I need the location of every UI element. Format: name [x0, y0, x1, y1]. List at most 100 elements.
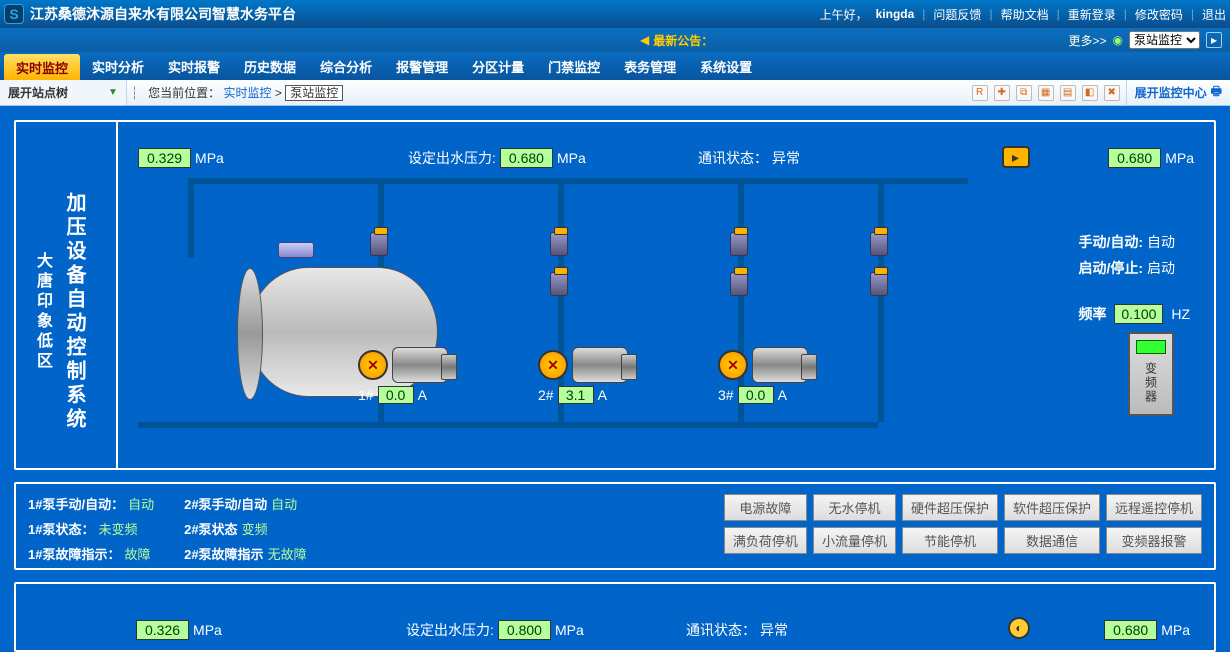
btn-nowater-stop[interactable]: 无水停机 — [813, 494, 896, 521]
p2-mode-v: 自动 — [267, 494, 297, 513]
flow-meter-icon — [1002, 146, 1030, 168]
run-label: 启动/停止: — [1079, 260, 1144, 276]
btn-hw-overpressure[interactable]: 硬件超压保护 — [902, 494, 998, 521]
valve-2-top — [550, 232, 568, 256]
lower-set-out-value: 0.800 — [498, 620, 551, 640]
link-help[interactable]: 帮助文档 — [1001, 6, 1049, 23]
pump-2-unit: A — [598, 387, 607, 403]
btn-energy-stop[interactable]: 节能停机 — [902, 527, 998, 554]
tool-icon-6[interactable]: ◧ — [1082, 85, 1098, 101]
p1-state-v: 未变频 — [94, 519, 137, 538]
pressure-out-value: 0.680 — [1108, 148, 1161, 168]
p1-fault-lbl: 1#泵故障指示： — [28, 544, 120, 563]
menu-history[interactable]: 历史数据 — [232, 52, 308, 80]
expand-tree-button[interactable]: 展开站点树 ▼ — [0, 80, 127, 105]
lower-set-out-unit: MPa — [555, 622, 584, 638]
mode-label: 手动/自动: — [1079, 234, 1144, 250]
breadcrumb-sep: > — [275, 86, 282, 100]
pump-3-impeller-icon — [718, 350, 748, 380]
pump-1-readout: 1# 0.0 A — [358, 386, 427, 404]
p1-mode-lbl: 1#泵手动/自动： — [28, 494, 124, 513]
menu-realtime-monitor[interactable]: 实时监控 — [4, 54, 80, 80]
p1-mode-v: 自动 — [124, 494, 154, 513]
nav-dot-icon: ◉ — [1112, 33, 1122, 47]
lower-pressure-out-readout: 0.680 MPa — [1104, 620, 1190, 640]
vfd-screen-icon — [1136, 340, 1166, 354]
menu-system[interactable]: 系统设置 — [688, 52, 764, 80]
pump-2-motor-icon — [572, 347, 628, 383]
tool-icon-4[interactable]: ▦ — [1038, 85, 1054, 101]
link-changepw[interactable]: 修改密码 — [1135, 6, 1183, 23]
pressure-in-value: 0.329 — [138, 148, 191, 168]
menu-realtime-analysis[interactable]: 实时分析 — [80, 52, 156, 80]
view-select[interactable]: 泵站监控 — [1129, 31, 1200, 49]
btn-sw-overpressure[interactable]: 软件超压保护 — [1004, 494, 1100, 521]
btn-remote-stop[interactable]: 远程遥控停机 — [1106, 494, 1202, 521]
tool-icon-3[interactable]: ⧉ — [1016, 85, 1032, 101]
go-button[interactable]: ▸ — [1206, 32, 1222, 48]
lower-panel: 0.326 MPa 设定出水压力: 0.800 MPa 通讯状态： 异常 0.6… — [14, 582, 1216, 652]
valve-out-bot — [870, 272, 888, 296]
menu-meter-mgmt[interactable]: 表务管理 — [612, 52, 688, 80]
set-out-unit: MPa — [557, 150, 586, 166]
link-relogin[interactable]: 重新登录 — [1068, 6, 1116, 23]
freq-label: 频率 — [1079, 306, 1107, 322]
link-feedback[interactable]: 问题反馈 — [933, 6, 981, 23]
p1-state-lbl: 1#泵状态： — [28, 519, 94, 538]
set-out-value: 0.680 — [500, 148, 553, 168]
pump-2-id: 2# — [538, 387, 554, 403]
logo-icon: S — [4, 4, 24, 24]
btn-data-comm[interactable]: 数据通信 — [1004, 527, 1100, 554]
menu-analysis[interactable]: 综合分析 — [308, 52, 384, 80]
tool-icon-1[interactable]: R — [972, 85, 988, 101]
p1-fault-v: 故障 — [120, 544, 150, 563]
p2-state-lbl: 2#泵状态 — [184, 519, 237, 538]
tool-icon-7[interactable]: ✖ — [1104, 85, 1120, 101]
btn-lowflow-stop[interactable]: 小流量停机 — [813, 527, 896, 554]
expand-monitor-label: 展开监控中心 — [1135, 84, 1207, 101]
lower-comm-label: 通讯状态： — [686, 620, 756, 640]
tool-icon-5[interactable]: ▤ — [1060, 85, 1076, 101]
tool-icon-2[interactable]: ✚ — [994, 85, 1010, 101]
menu-access[interactable]: 门禁监控 — [536, 52, 612, 80]
status-buttons: 电源故障 无水停机 硬件超压保护 软件超压保护 远程遥控停机 满负荷停机 小流量… — [724, 494, 1202, 558]
pump-3-readout: 3# 0.0 A — [718, 386, 787, 404]
valve-3-bot — [730, 272, 748, 296]
menu-realtime-alarm[interactable]: 实时报警 — [156, 52, 232, 80]
pressure-out-readout: 0.680 MPa — [1108, 148, 1194, 168]
menu-alarm-mgmt[interactable]: 报警管理 — [384, 52, 460, 80]
app-title: 江苏桑德沐源自来水有限公司智慧水务平台 — [30, 4, 296, 24]
breadcrumb-1[interactable]: 实时监控 — [224, 86, 272, 100]
btn-fullload-stop[interactable]: 满负荷停机 — [724, 527, 807, 554]
pressure-in-readout: 0.329 MPa — [138, 148, 224, 168]
breadcrumb-current: 泵站监控 — [285, 85, 343, 101]
comm-status-readout: 通讯状态： 异常 — [698, 148, 800, 168]
set-out-label: 设定出水压力: — [408, 148, 496, 168]
status-panel: 1#泵手动/自动：自动 2#泵手动/自动自动 1#泵状态：未变频 2#泵状态变频… — [14, 482, 1216, 570]
comm-label: 通讯状态： — [698, 148, 768, 168]
pump-1-current: 0.0 — [378, 386, 414, 404]
link-logout[interactable]: 退出 — [1202, 6, 1226, 23]
right-controls: 手动/自动: 自动 启动/停止: 启动 频率 0.100 HZ — [1079, 232, 1191, 330]
breadcrumb: 您当前位置： 实时监控 > 泵站监控 — [142, 84, 343, 101]
lower-comm-value: 异常 — [760, 620, 788, 640]
pump-3: 3# 0.0 A — [718, 322, 838, 392]
topbar-right: 上午好， kingda | 问题反馈| 帮助文档| 重新登录| 修改密码| 退出 — [820, 6, 1226, 23]
scada-canvas: 加压设备自动控制系统 大唐印象低区 0.329 MPa 设定出水压力: 0.68… — [0, 106, 1230, 651]
lower-set-out-readout: 设定出水压力: 0.800 MPa — [406, 620, 584, 640]
pump-3-motor-icon — [752, 347, 808, 383]
lower-pressure-out-unit: MPa — [1161, 622, 1190, 638]
btn-power-fault[interactable]: 电源故障 — [724, 494, 807, 521]
main-menu: 实时监控 实时分析 实时报警 历史数据 综合分析 报警管理 分区计量 门禁监控 … — [0, 52, 1230, 80]
freq-unit: HZ — [1171, 306, 1190, 322]
announce-more[interactable]: 更多>> — [1068, 32, 1106, 49]
lower-sensor-icon — [1008, 617, 1030, 639]
set-out-readout: 设定出水压力: 0.680 MPa — [408, 148, 586, 168]
pump-1-motor-icon — [392, 347, 448, 383]
breadcrumb-prefix: 您当前位置： — [148, 86, 220, 100]
menu-zone-meter[interactable]: 分区计量 — [460, 52, 536, 80]
expand-monitor-center-button[interactable]: 展开监控中心 🖶 — [1126, 80, 1230, 105]
btn-vfd-alarm[interactable]: 变频器报警 — [1106, 527, 1202, 554]
username: kingda — [876, 7, 915, 21]
zone-title-vertical: 大唐印象低区 — [30, 252, 54, 372]
